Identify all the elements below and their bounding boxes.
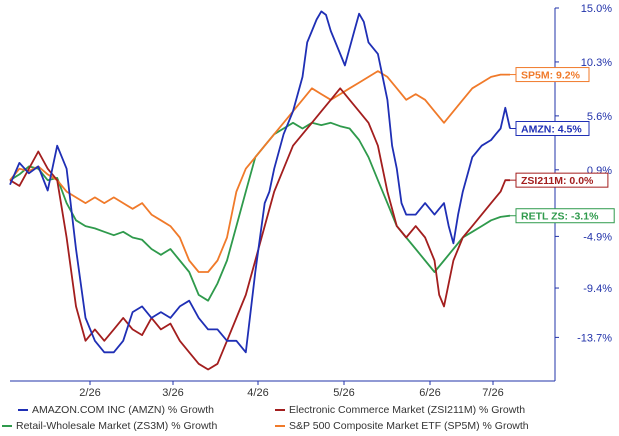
series-tag-label: ZSI211M: 0.0% bbox=[521, 175, 594, 187]
y-tick-label: 5.6% bbox=[587, 111, 612, 123]
legend-swatch bbox=[2, 425, 12, 427]
legend-label: Electronic Commerce Market (ZSI211M) % G… bbox=[289, 404, 526, 416]
legend-label: S&P 500 Composite Market ETF (SP5M) % Gr… bbox=[289, 420, 529, 432]
legend-swatch bbox=[275, 409, 285, 411]
series-tag-label: AMZN: 4.5% bbox=[521, 124, 582, 136]
legend-swatch bbox=[275, 425, 285, 427]
y-tick-label: 15.0% bbox=[581, 3, 612, 15]
legend-item: Retail-Wholesale Market (ZS3M) % Growth bbox=[2, 420, 217, 432]
y-tick-label: -9.4% bbox=[583, 283, 612, 295]
y-tick-label: -13.7% bbox=[577, 332, 612, 344]
series-tag-label: SP5M: 9.2% bbox=[521, 70, 581, 82]
series-tag-3: SP5M: 9.2% bbox=[510, 67, 590, 83]
series-tag-label: RETL ZS: -3.1% bbox=[521, 211, 599, 223]
legend-item: S&P 500 Composite Market ETF (SP5M) % Gr… bbox=[275, 420, 529, 432]
legend-label: Retail-Wholesale Market (ZS3M) % Growth bbox=[16, 420, 218, 432]
y-tick-label: 10.3% bbox=[581, 57, 612, 69]
y-tick-label: -4.9% bbox=[583, 231, 612, 243]
series-lines bbox=[9, 10, 511, 371]
series-line-3 bbox=[9, 70, 510, 273]
legend-item: Electronic Commerce Market (ZSI211M) % G… bbox=[275, 404, 525, 416]
x-tick-label: 4/26 bbox=[247, 387, 268, 399]
x-tick-label: 7/26 bbox=[482, 387, 503, 399]
x-axis-ticks: 2/26 3/26 4/26 5/26 6/26 7/26 bbox=[79, 381, 504, 399]
plot-area bbox=[10, 8, 555, 381]
legend-label: AMAZON.COM INC (AMZN) % Growth bbox=[32, 404, 215, 416]
legend: AMAZON.COM INC (AMZN) % Growth Electronic… bbox=[0, 400, 619, 436]
x-tick-label: 3/26 bbox=[162, 387, 183, 399]
series-line-0 bbox=[9, 10, 511, 354]
legend-item: AMAZON.COM INC (AMZN) % Growth bbox=[18, 404, 214, 416]
series-tag-0: AMZN: 4.5% bbox=[510, 121, 590, 137]
x-tick-label: 6/26 bbox=[419, 387, 440, 399]
series-line-1 bbox=[9, 87, 510, 371]
legend-swatch bbox=[18, 409, 28, 411]
series-tag-1: ZSI211M: 0.0% bbox=[510, 172, 609, 188]
series-tag-2: RETL ZS: -3.1% bbox=[510, 208, 615, 224]
series-tags: AMZN: 4.5% ZSI211M: 0.0% RETL ZS: -3.1% SP5… bbox=[510, 67, 615, 224]
x-tick-label: 5/26 bbox=[333, 387, 354, 399]
x-tick-label: 2/26 bbox=[79, 387, 100, 399]
